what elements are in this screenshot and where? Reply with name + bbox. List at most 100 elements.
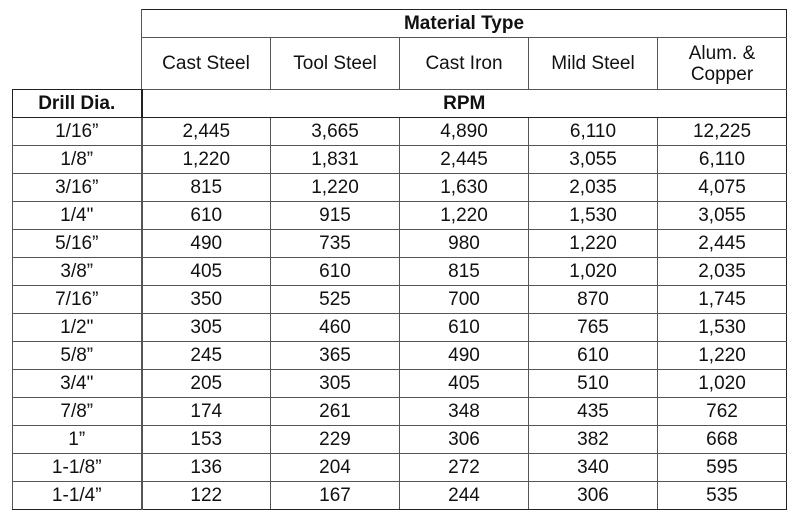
rpm-cell-cast-steel: 815 bbox=[141, 173, 271, 202]
rpm-cell-mild-steel: 610 bbox=[528, 341, 658, 370]
rpm-cell-mild-steel: 1,020 bbox=[528, 257, 658, 286]
rpm-cell-alum-copper: 1,530 bbox=[657, 313, 787, 342]
table-row: 7/8” 174 261 348 435 762 bbox=[12, 397, 787, 426]
material-header-alum-copper: Alum. & Copper bbox=[657, 37, 787, 90]
drill-dia-cell: 1/8” bbox=[12, 145, 143, 174]
material-type-header-row: Material Type bbox=[12, 9, 787, 38]
empty-corner-cell-2 bbox=[12, 37, 142, 90]
material-header-alum-copper-label: Alum. & Copper bbox=[688, 42, 756, 85]
table-row: 3/8” 405 610 815 1,020 2,035 bbox=[12, 257, 787, 286]
rpm-cell-mild-steel: 6,110 bbox=[528, 117, 658, 146]
table-row: 3/16” 815 1,220 1,630 2,035 4,075 bbox=[12, 173, 787, 202]
rpm-cell-cast-steel: 2,445 bbox=[141, 117, 271, 146]
drill-dia-cell: 3/4" bbox=[12, 369, 143, 398]
rpm-cell-tool-steel: 915 bbox=[270, 201, 400, 230]
drill-dia-cell: 3/8” bbox=[12, 257, 143, 286]
rpm-cell-tool-steel: 460 bbox=[270, 313, 400, 342]
rpm-cell-cast-steel: 350 bbox=[141, 285, 271, 314]
material-header-cast-steel: Cast Steel bbox=[141, 37, 271, 90]
rpm-cell-tool-steel: 204 bbox=[270, 453, 400, 482]
rpm-cell-alum-copper: 12,225 bbox=[657, 117, 787, 146]
rpm-cell-alum-copper: 1,020 bbox=[657, 369, 787, 398]
rpm-cell-mild-steel: 340 bbox=[528, 453, 658, 482]
rpm-cell-tool-steel: 3,665 bbox=[270, 117, 400, 146]
rpm-cell-cast-steel: 490 bbox=[141, 229, 271, 258]
table-row: 1/8” 1,220 1,831 2,445 3,055 6,110 bbox=[12, 145, 787, 174]
rpm-cell-mild-steel: 306 bbox=[528, 481, 658, 510]
rpm-cell-mild-steel: 1,220 bbox=[528, 229, 658, 258]
table-row: 1-1/4” 122 167 244 306 535 bbox=[12, 481, 787, 510]
rpm-cell-tool-steel: 305 bbox=[270, 369, 400, 398]
table-row: 1/4" 610 915 1,220 1,530 3,055 bbox=[12, 201, 787, 230]
table-row: 5/16” 490 735 980 1,220 2,445 bbox=[12, 229, 787, 258]
rpm-cell-cast-iron: 306 bbox=[399, 425, 529, 454]
rpm-cell-tool-steel: 261 bbox=[270, 397, 400, 426]
rpm-cell-cast-iron: 272 bbox=[399, 453, 529, 482]
rpm-cell-cast-iron: 348 bbox=[399, 397, 529, 426]
rpm-cell-cast-steel: 405 bbox=[141, 257, 271, 286]
material-type-header: Material Type bbox=[141, 9, 787, 38]
table-row: 1/2" 305 460 610 765 1,530 bbox=[12, 313, 787, 342]
rpm-cell-mild-steel: 510 bbox=[528, 369, 658, 398]
table-row: 5/8” 245 365 490 610 1,220 bbox=[12, 341, 787, 370]
table-row: 1” 153 229 306 382 668 bbox=[12, 425, 787, 454]
rpm-cell-tool-steel: 365 bbox=[270, 341, 400, 370]
rpm-cell-cast-iron: 405 bbox=[399, 369, 529, 398]
rpm-cell-tool-steel: 1,220 bbox=[270, 173, 400, 202]
rpm-cell-mild-steel: 765 bbox=[528, 313, 658, 342]
drill-dia-cell: 1-1/8” bbox=[12, 453, 143, 482]
drill-dia-cell: 5/16” bbox=[12, 229, 143, 258]
rpm-cell-mild-steel: 435 bbox=[528, 397, 658, 426]
drill-dia-cell: 7/16” bbox=[12, 285, 143, 314]
rpm-header: RPM bbox=[141, 89, 787, 118]
rpm-cell-tool-steel: 525 bbox=[270, 285, 400, 314]
rpm-cell-cast-iron: 490 bbox=[399, 341, 529, 370]
rpm-cell-cast-iron: 4,890 bbox=[399, 117, 529, 146]
rpm-cell-alum-copper: 668 bbox=[657, 425, 787, 454]
rpm-cell-cast-iron: 1,220 bbox=[399, 201, 529, 230]
rpm-table-body: 1/16” 2,445 3,665 4,890 6,110 12,225 1/8” 1,220… bbox=[12, 117, 787, 510]
rpm-cell-cast-steel: 305 bbox=[141, 313, 271, 342]
rpm-cell-alum-copper: 535 bbox=[657, 481, 787, 510]
drill-dia-cell: 7/8” bbox=[12, 397, 143, 426]
rpm-cell-tool-steel: 1,831 bbox=[270, 145, 400, 174]
rpm-cell-alum-copper: 762 bbox=[657, 397, 787, 426]
rpm-cell-cast-steel: 174 bbox=[141, 397, 271, 426]
empty-corner-cell bbox=[12, 9, 142, 38]
rpm-cell-cast-steel: 122 bbox=[141, 481, 271, 510]
drill-dia-cell: 1/4" bbox=[12, 201, 143, 230]
rpm-cell-mild-steel: 3,055 bbox=[528, 145, 658, 174]
rpm-cell-alum-copper: 6,110 bbox=[657, 145, 787, 174]
table-row: 3/4" 205 305 405 510 1,020 bbox=[12, 369, 787, 398]
rpm-cell-alum-copper: 2,445 bbox=[657, 229, 787, 258]
rpm-cell-alum-copper: 1,745 bbox=[657, 285, 787, 314]
drill-dia-cell: 3/16” bbox=[12, 173, 143, 202]
table-row: 7/16” 350 525 700 870 1,745 bbox=[12, 285, 787, 314]
rpm-cell-cast-steel: 153 bbox=[141, 425, 271, 454]
rpm-cell-alum-copper: 595 bbox=[657, 453, 787, 482]
drill-dia-cell: 1-1/4” bbox=[12, 481, 143, 510]
rpm-cell-cast-iron: 610 bbox=[399, 313, 529, 342]
rpm-cell-cast-steel: 205 bbox=[141, 369, 271, 398]
table-row: 1/16” 2,445 3,665 4,890 6,110 12,225 bbox=[12, 117, 787, 146]
drill-dia-cell: 5/8” bbox=[12, 341, 143, 370]
material-header-mild-steel: Mild Steel bbox=[528, 37, 658, 90]
rpm-cell-mild-steel: 2,035 bbox=[528, 173, 658, 202]
rpm-cell-alum-copper: 3,055 bbox=[657, 201, 787, 230]
drill-dia-cell: 1” bbox=[12, 425, 143, 454]
drill-dia-cell: 1/2" bbox=[12, 313, 143, 342]
rpm-cell-alum-copper: 4,075 bbox=[657, 173, 787, 202]
rpm-cell-tool-steel: 167 bbox=[270, 481, 400, 510]
rpm-cell-cast-steel: 1,220 bbox=[141, 145, 271, 174]
material-header-cast-iron: Cast Iron bbox=[399, 37, 529, 90]
rpm-cell-cast-iron: 2,445 bbox=[399, 145, 529, 174]
rpm-cell-cast-iron: 980 bbox=[399, 229, 529, 258]
drill-dia-cell: 1/16” bbox=[12, 117, 143, 146]
rpm-header-row: Drill Dia. RPM bbox=[12, 89, 787, 118]
rpm-cell-cast-iron: 700 bbox=[399, 285, 529, 314]
material-names-row: Cast Steel Tool Steel Cast Iron Mild Ste… bbox=[12, 37, 787, 90]
rpm-cell-alum-copper: 1,220 bbox=[657, 341, 787, 370]
rpm-cell-mild-steel: 870 bbox=[528, 285, 658, 314]
rpm-cell-tool-steel: 735 bbox=[270, 229, 400, 258]
rpm-cell-cast-steel: 610 bbox=[141, 201, 271, 230]
